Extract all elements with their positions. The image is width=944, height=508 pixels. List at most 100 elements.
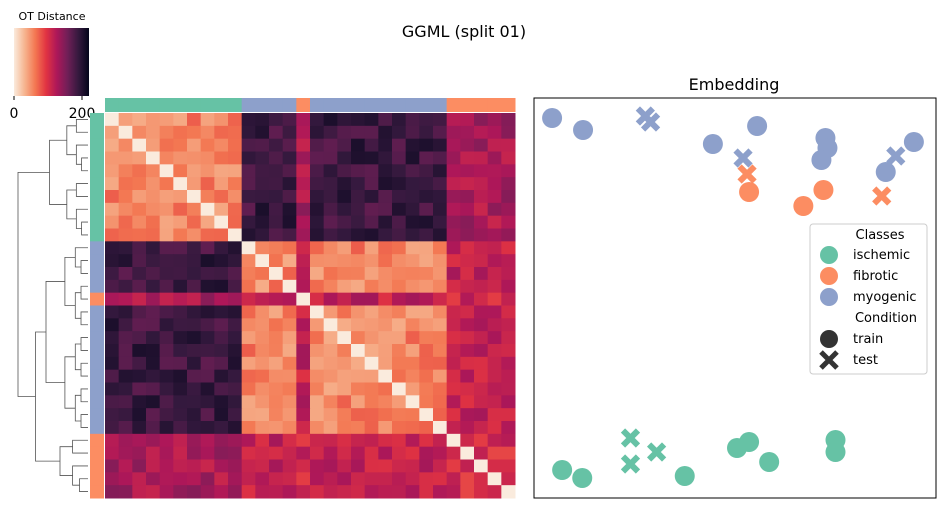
heatmap-cell: [364, 164, 379, 178]
heatmap-cell: [132, 485, 147, 499]
row-class-cell: [90, 472, 104, 486]
heatmap-cell: [392, 215, 407, 229]
heatmap-cell: [105, 267, 120, 281]
heatmap-cell: [200, 305, 215, 319]
heatmap-cell: [269, 421, 284, 435]
heatmap-cell: [378, 369, 393, 383]
heatmap-cell: [269, 318, 284, 332]
heatmap-cell: [460, 215, 475, 229]
heatmap-cell: [146, 318, 161, 332]
heatmap-cell: [255, 125, 270, 140]
heatmap-cell: [269, 395, 284, 409]
heatmap-cell: [105, 138, 120, 152]
heatmap-cell: [269, 472, 284, 486]
row-class-cell: [90, 305, 104, 319]
row-class-cell: [90, 408, 104, 422]
heatmap-cell: [419, 215, 434, 229]
heatmap-cell: [173, 279, 188, 294]
row-class-cell: [90, 215, 104, 229]
heatmap-cell: [487, 190, 502, 204]
heatmap-cell: [132, 177, 147, 191]
heatmap-cell: [433, 113, 448, 127]
heatmap-cell: [228, 331, 243, 345]
heatmap-cell: [296, 382, 311, 396]
heatmap-cell: [214, 331, 229, 345]
heatmap-cell: [487, 356, 502, 371]
heatmap-cell: [228, 177, 243, 191]
dendrogram-link: [75, 144, 88, 165]
heatmap-cell: [118, 151, 133, 165]
heatmap-cell: [487, 318, 502, 332]
row-class-cell: [90, 421, 104, 435]
heatmap-cell: [118, 190, 133, 204]
heatmap-cell: [132, 369, 147, 383]
heatmap-cell: [446, 138, 461, 152]
heatmap-cell: [105, 125, 120, 140]
heatmap-cell: [173, 369, 188, 383]
heatmap-cell: [392, 202, 407, 217]
heatmap-cell: [433, 151, 448, 165]
heatmap-cell: [200, 421, 215, 435]
heatmap-cell: [337, 382, 352, 396]
heatmap-cell: [214, 125, 229, 140]
heatmap-cell: [105, 215, 120, 229]
point-ischemic-test: [620, 454, 641, 474]
heatmap-cell: [159, 382, 174, 396]
embedding-title: Embedding: [689, 75, 780, 94]
heatmap-cell: [419, 485, 434, 499]
heatmap-cell: [241, 190, 256, 204]
heatmap-cell: [364, 408, 379, 422]
heatmap-cell: [419, 446, 434, 460]
heatmap-cell: [146, 433, 161, 448]
heatmap-cell: [460, 267, 475, 281]
heatmap-cell: [460, 305, 475, 319]
heatmap-cell: [118, 395, 133, 409]
dendrogram-link: [35, 331, 60, 462]
heatmap-cell: [296, 190, 311, 204]
heatmap-cell: [323, 138, 338, 152]
heatmap-cell: [255, 138, 270, 152]
heatmap-cell: [118, 344, 133, 358]
heatmap-cell: [146, 113, 161, 127]
heatmap-cell: [351, 254, 366, 268]
heatmap-cell: [310, 331, 325, 345]
col-class-cell: [187, 98, 202, 112]
heatmap-cell: [269, 408, 284, 422]
legend-classes-title: Classes: [856, 228, 905, 243]
heatmap-cell: [419, 433, 434, 448]
heatmap-cell: [419, 395, 434, 409]
heatmap-cell: [255, 305, 270, 319]
heatmap-cell: [364, 292, 379, 306]
heatmap-cell: [501, 151, 516, 165]
heatmap-cell: [378, 356, 393, 371]
row-class-cell: [90, 267, 104, 281]
heatmap-cell: [351, 202, 366, 217]
heatmap-cell: [200, 151, 215, 165]
heatmap-cell: [296, 408, 311, 422]
heatmap-cell: [255, 254, 270, 268]
legend-marker-test: [819, 350, 839, 370]
heatmap-cell: [282, 318, 297, 332]
heatmap-cell: [323, 446, 338, 460]
heatmap-cell: [487, 267, 502, 281]
heatmap-cell: [228, 472, 243, 486]
legend-label-fibrotic: fibrotic: [853, 269, 898, 284]
heatmap-cell: [474, 446, 489, 460]
heatmap-cell: [282, 241, 297, 255]
heatmap-cell: [460, 344, 475, 358]
heatmap-cell: [146, 215, 161, 229]
heatmap-cell: [173, 125, 188, 140]
heatmap-cell: [132, 305, 147, 319]
heatmap-cell: [323, 215, 338, 229]
point-myogenic-train: [903, 132, 924, 152]
heatmap-cell: [241, 125, 256, 140]
heatmap-cell: [487, 202, 502, 217]
row-class-cell: [90, 395, 104, 409]
row-class-cell: [90, 177, 104, 191]
heatmap-cell: [487, 421, 502, 435]
heatmap-cell: [310, 215, 325, 229]
point-myogenic-test: [640, 112, 661, 132]
heatmap-cell: [487, 228, 502, 242]
heatmap-cell: [200, 472, 215, 486]
heatmap-cell: [446, 305, 461, 319]
